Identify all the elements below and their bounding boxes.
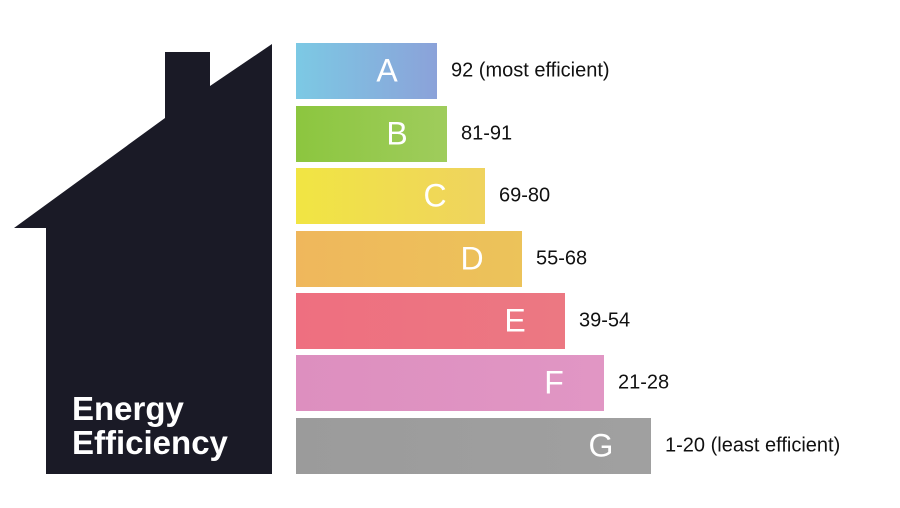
- rating-range: 55-68: [536, 247, 587, 269]
- rating-letter: G: [589, 427, 614, 463]
- rating-bands: A 92 (most efficient) B 81-91 C 69-80 D 55-68 E 3…: [296, 43, 840, 474]
- rating-bar: [296, 168, 485, 224]
- rating-bar: [296, 43, 437, 99]
- rating-bar: [296, 293, 565, 349]
- rating-letter: B: [386, 115, 407, 151]
- rating-range: 81-91: [461, 122, 512, 144]
- house-title-line: Efficiency: [72, 424, 229, 461]
- rating-bar: [296, 418, 651, 474]
- rating-range: 92 (most efficient): [451, 59, 610, 81]
- rating-letter: A: [376, 52, 398, 88]
- house: [14, 44, 272, 474]
- rating-range: 69-80: [499, 184, 550, 206]
- rating-range: 21-28: [618, 371, 669, 393]
- rating-letter: D: [460, 240, 483, 276]
- rating-bar: [296, 355, 604, 411]
- rating-range: 39-54: [579, 309, 630, 331]
- rating-bar: [296, 231, 522, 287]
- rating-bar: [296, 106, 447, 162]
- rating-letter: F: [544, 364, 564, 400]
- rating-range: 1-20 (least efficient): [665, 434, 840, 456]
- rating-letter: C: [423, 177, 446, 213]
- house-title-line: Energy: [72, 390, 185, 427]
- rating-letter: E: [504, 302, 525, 338]
